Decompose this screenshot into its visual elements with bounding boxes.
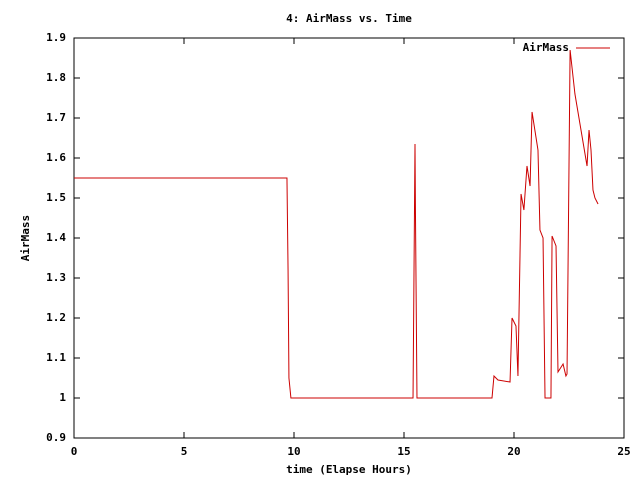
y-tick-label: 1	[59, 391, 66, 404]
legend-label: AirMass	[523, 41, 569, 54]
y-tick-label: 1.8	[46, 71, 66, 84]
x-tick-label: 5	[181, 445, 188, 458]
x-tick-label: 20	[507, 445, 520, 458]
x-tick-label: 15	[397, 445, 410, 458]
x-tick-label: 25	[617, 445, 630, 458]
y-tick-label: 1.4	[46, 231, 66, 244]
y-axis-label: AirMass	[19, 215, 32, 261]
data-line	[74, 49, 599, 399]
x-tick-label: 10	[287, 445, 300, 458]
y-tick-label: 1.6	[46, 151, 66, 164]
x-axis-label: time (Elapse Hours)	[286, 463, 412, 476]
y-tick-label: 1.2	[46, 311, 66, 324]
x-tick-label: 0	[71, 445, 78, 458]
y-tick-label: 1.3	[46, 271, 66, 284]
y-tick-label: 1.5	[46, 191, 66, 204]
chart-title: 4: AirMass vs. Time	[286, 12, 412, 25]
y-tick-label: 0.9	[46, 431, 66, 444]
y-tick-label: 1.9	[46, 31, 66, 44]
y-tick-label: 1.7	[46, 111, 66, 124]
y-tick-label: 1.1	[46, 351, 66, 364]
